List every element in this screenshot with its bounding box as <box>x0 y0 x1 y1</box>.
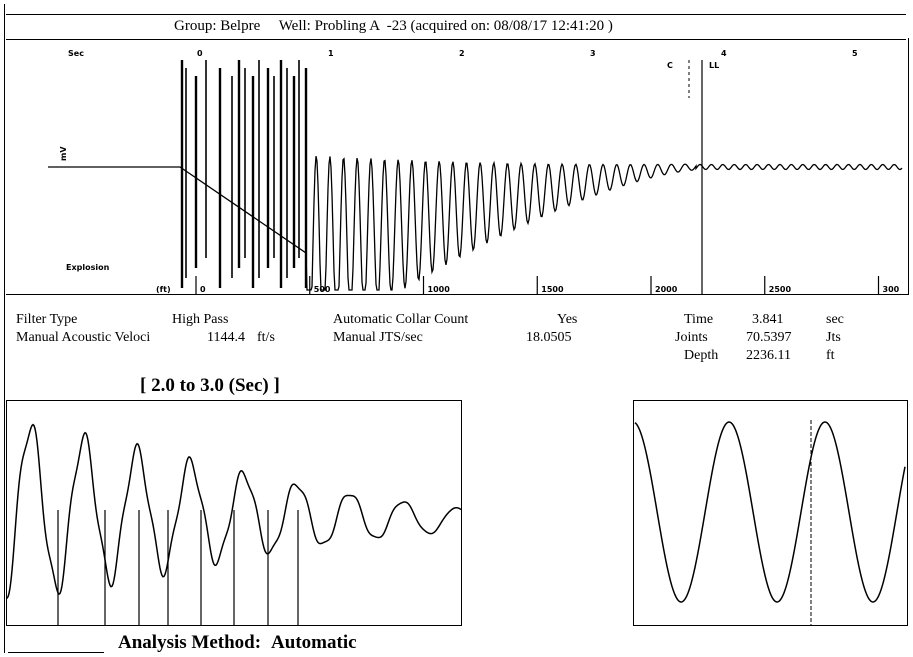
depth-tick-label: 2500 <box>769 285 792 294</box>
zoom-range-title: [ 2.0 to 3.0 (Sec) ] <box>140 375 280 396</box>
depth-unit: ft <box>826 348 835 363</box>
depth-tick-label: 0 <box>200 285 206 294</box>
time-tick-label: 4 <box>721 49 727 58</box>
analysis-method: Analysis Method: Automatic <box>118 632 357 654</box>
zoom-trace-line <box>5 423 462 599</box>
time-label: Time <box>684 312 714 327</box>
depth-tick-label: 2000 <box>655 285 678 294</box>
filter-type-value: High Pass <box>172 312 229 327</box>
zoom-chart[interactable] <box>5 400 462 626</box>
baseline-label: mV <box>59 146 68 161</box>
time-ticks: 0 1 2 3 4 5 <box>197 49 858 58</box>
marker-label-2: LL <box>709 61 719 70</box>
joints-value: 70.5397 <box>746 330 792 345</box>
velocity-label: Manual Acoustic Veloci <box>16 330 151 345</box>
velocity-unit: ft/s <box>257 330 275 345</box>
header-bar: Group: Belpre Well: Probling A -23 (acqu… <box>6 14 906 40</box>
depth-ticks: 0 500 1000 1500 2000 2500 300 <box>195 276 900 294</box>
well-label: Well: <box>278 18 311 34</box>
time-tick-label: 1 <box>328 49 334 58</box>
time-axis-label: Sec <box>68 49 84 58</box>
analysis-method-label: Analysis Method: <box>118 632 262 653</box>
jts-label: Manual JTS/sec <box>333 330 423 345</box>
acoustic-trace-line <box>48 156 903 291</box>
window-frame <box>4 4 910 653</box>
collar-detail-svg[interactable] <box>633 400 908 626</box>
well-value: Probling A -23 <box>314 18 407 34</box>
joints-unit: Jts <box>826 330 841 345</box>
jts-value: 18.0505 <box>526 330 572 345</box>
depth-tick-label: 1500 <box>541 285 564 294</box>
depth-value: 2236.11 <box>746 348 791 363</box>
header-title: Group: Belpre Well: Probling A -23 (acqu… <box>174 18 613 35</box>
collar-detail-border <box>633 400 908 626</box>
joints-label: Joints <box>675 330 708 345</box>
time-unit: sec <box>826 312 844 327</box>
velocity-value: 1144.4 <box>207 330 245 345</box>
depth-label: Depth <box>684 348 719 363</box>
collar-count-label: Automatic Collar Count <box>333 312 469 327</box>
acquired-timestamp: (acquired on: 08/08/17 12:41:20 ) <box>410 18 613 34</box>
explosion-spikes <box>180 60 308 288</box>
event-label: Explosion <box>66 263 110 272</box>
time-value: 3.841 <box>752 312 784 327</box>
collar-count-value: Yes <box>557 312 578 327</box>
time-tick-label: 2 <box>459 49 465 58</box>
analysis-method-value: Automatic <box>271 632 357 653</box>
collar-detail-trace <box>634 421 906 603</box>
time-tick-label: 3 <box>590 49 596 58</box>
group-label: Group: <box>174 18 217 34</box>
filter-type-label: Filter Type <box>16 312 78 327</box>
depth-axis-label: (ft) <box>156 285 171 294</box>
collar-detail-chart[interactable] <box>633 400 908 626</box>
footer-rule <box>8 652 104 653</box>
marker-label: C <box>667 61 673 70</box>
time-tick-label: 5 <box>852 49 858 58</box>
zoom-chart-svg[interactable] <box>5 400 462 626</box>
depth-tick-label: 1000 <box>428 285 451 294</box>
depth-tick-label: 300 <box>883 285 900 294</box>
group-value: Belpre <box>220 18 261 34</box>
time-tick-label: 0 <box>197 49 203 58</box>
zoom-collar-markers <box>57 510 299 626</box>
